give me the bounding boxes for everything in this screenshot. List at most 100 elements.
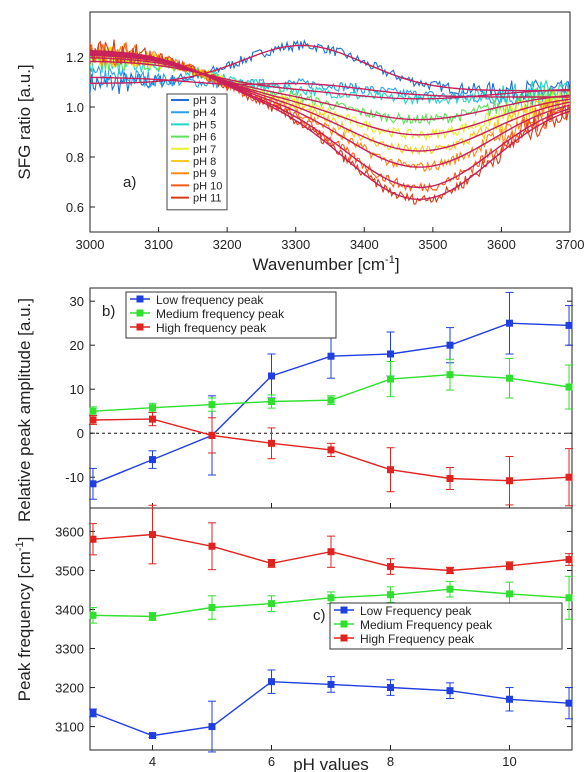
panel-b-point — [267, 439, 275, 447]
panel-b-point — [446, 371, 454, 379]
panel-c-point — [267, 678, 275, 686]
panel-c-point — [208, 542, 216, 550]
panel-c-xtick-label: 4 — [149, 754, 156, 769]
panel-c-point — [446, 585, 454, 593]
panel-c-point — [565, 556, 573, 564]
panel-a-fit-3 — [90, 60, 570, 100]
panel-a-label: a) — [123, 174, 136, 191]
panel-a-xtick-label: 3000 — [76, 237, 105, 252]
panel-c-frequency: 3100 3200 3300 3400 3500 3600 4 6 8 10 Low Frequen… — [14, 504, 574, 772]
panel-c-point — [387, 684, 395, 692]
panel-c-xtick-label: 10 — [502, 754, 516, 769]
panel-b-label: b) — [102, 303, 115, 320]
panel-c-legend-label: High Frequency peak — [360, 632, 475, 646]
panel-b-point — [208, 401, 216, 409]
panel-a-xtick-label: 3500 — [418, 237, 447, 252]
panel-c-legend-label: Medium Frequency peak — [360, 618, 493, 632]
panel-b-ytick-label: -10 — [65, 470, 84, 485]
panel-c-point — [506, 590, 514, 598]
panel-c-point — [148, 613, 156, 621]
panel-b-ylabel: Relative peak amplitude [a.u.] — [15, 298, 34, 522]
panel-c-point — [327, 680, 335, 688]
panel-a-ytick-label: 0.8 — [66, 150, 84, 165]
panel-c-label: c) — [313, 607, 326, 624]
panel-a-fit-4 — [90, 57, 570, 121]
panel-b-point — [148, 415, 156, 423]
panel-c-point — [446, 566, 454, 574]
panel-b-point — [565, 383, 573, 391]
panel-a-frame — [89, 11, 571, 233]
panel-c-point — [267, 600, 275, 608]
panel-c-point — [267, 559, 275, 567]
panel-c-ytick-label: 3600 — [55, 524, 84, 539]
panel-b-point — [267, 372, 275, 380]
panel-b-point — [387, 466, 395, 474]
panel-b-point — [327, 446, 335, 454]
panel-b-point — [89, 416, 97, 424]
panel-a-legend-label: pH 9 — [193, 168, 216, 180]
panel-c-point — [387, 591, 395, 599]
panel-a-legend-label: pH 11 — [193, 193, 222, 205]
panel-c-xlabel: pH values — [293, 755, 369, 772]
panel-a-legend-label: pH 4 — [193, 107, 216, 119]
panel-a-xtick-label: 3200 — [213, 237, 242, 252]
panel-a-legend-label: pH 3 — [193, 95, 216, 107]
panel-b-point — [446, 341, 454, 349]
panel-b-legend-label: Medium frequency peak — [156, 307, 285, 321]
panel-c-ytick-label: 3400 — [55, 602, 84, 617]
panel-a-ytick-label: 1.2 — [66, 50, 84, 65]
panel-c-point — [387, 563, 395, 571]
panel-c-legend-box — [329, 602, 563, 650]
panel-c-point — [446, 687, 454, 695]
panel-c-ytick-label: 3200 — [55, 681, 84, 696]
panel-a-legend-label: pH 7 — [193, 144, 216, 156]
panel-c-point — [208, 604, 216, 612]
panel-a-xtick-label: 3700 — [556, 237, 585, 252]
panel-b-point — [387, 375, 395, 383]
panel-a-ytick-label: 0.6 — [66, 200, 84, 215]
panel-b-legend-marker — [136, 295, 144, 303]
panel-a-xtick-label: 3400 — [350, 237, 379, 252]
panel-c-xtick-label: 6 — [268, 754, 275, 769]
panel-c-xtick-label: 8 — [387, 754, 394, 769]
panel-b-point — [148, 456, 156, 464]
panel-c-ytick-label: 3100 — [55, 720, 84, 735]
panel-b-point — [446, 475, 454, 483]
panel-c-ytick-label: 3500 — [55, 563, 84, 578]
panel-a-fit-9 — [90, 49, 570, 201]
panel-c-point — [506, 695, 514, 703]
panel-b-point — [89, 480, 97, 488]
panel-c-point — [565, 594, 573, 602]
panel-b-point — [506, 477, 514, 485]
panel-b-point — [267, 398, 275, 406]
panel-c-ylabel: Peak frequency [cm-1] — [14, 537, 34, 702]
panel-a-fit-2 — [90, 76, 570, 98]
panel-c-point — [506, 562, 514, 570]
panel-c-point — [148, 732, 156, 740]
panel-c-point — [327, 594, 335, 602]
panel-b-legend-box — [125, 291, 337, 339]
panel-b-point — [565, 321, 573, 329]
panel-c-point — [208, 723, 216, 731]
panel-c-frame — [89, 507, 573, 751]
panel-a-xtick-label: 3100 — [144, 237, 173, 252]
panel-a-spectrum-8 — [90, 41, 570, 193]
panel-b-point — [148, 404, 156, 412]
panel-c-point — [327, 548, 335, 556]
panel-b-ytick-label: 10 — [70, 382, 84, 397]
panel-b-point — [506, 374, 514, 382]
panel-b-line-2 — [92, 373, 570, 412]
panel-b-point — [208, 431, 216, 439]
panel-a-legend-label: pH 8 — [193, 156, 216, 168]
panel-c-legend-marker — [340, 606, 348, 614]
panel-b-legend-marker — [136, 309, 144, 317]
panel-a-xtick-label: 3600 — [487, 237, 516, 252]
panel-c-ytick-label: 3300 — [55, 642, 84, 657]
panel-a-legend-box — [166, 93, 228, 211]
panel-b-point — [327, 396, 335, 404]
panel-a-legend-label: pH 5 — [193, 119, 216, 131]
panel-a-xtick-label: 3300 — [281, 237, 310, 252]
panel-b-ytick-label: 30 — [70, 294, 84, 309]
